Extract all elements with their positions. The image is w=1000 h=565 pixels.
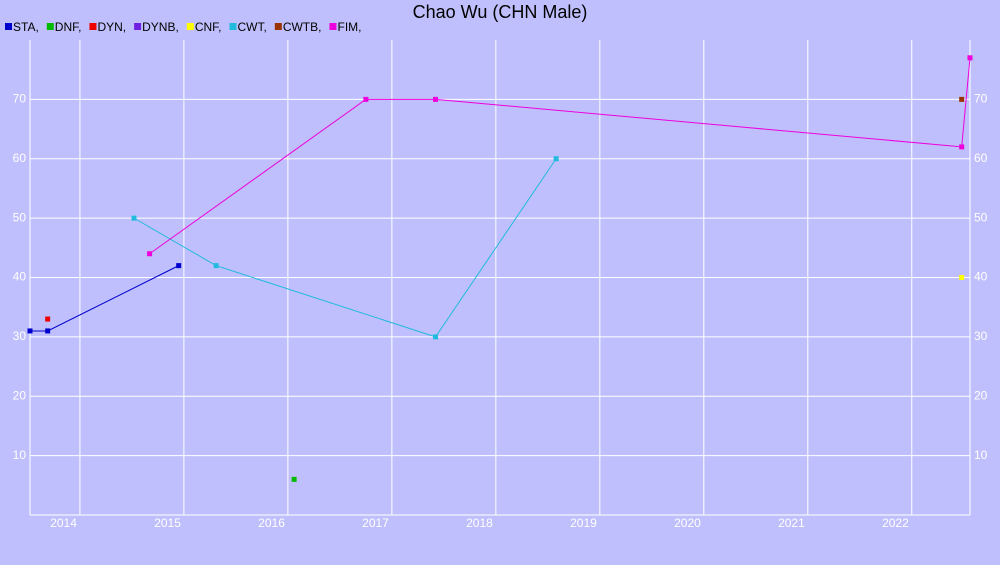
y2-tick-label: 10 [974,448,988,462]
x-tick-label: 2020 [674,516,701,530]
x-tick-label: 2016 [258,516,285,530]
legend-swatch [46,23,54,30]
data-point [433,96,439,102]
legend-label: CWTB, [283,20,322,34]
legend-label: STA, [13,20,39,34]
data-point [959,275,965,280]
legend-swatch [186,23,194,30]
legend-label: CNF, [195,20,222,34]
y2-tick-label: 70 [974,92,988,106]
chart-title: Chao Wu (CHN Male) [413,2,588,22]
y-tick-label: 60 [13,151,27,165]
legend-swatch [134,23,142,30]
legend-swatch [229,23,237,30]
y-tick-label: 40 [13,270,27,284]
y-tick-label: 30 [13,329,27,343]
x-tick-label: 2021 [778,516,805,530]
data-point [176,263,182,269]
y2-tick-label: 20 [974,388,988,402]
x-tick-label: 2014 [50,516,77,530]
legend-label: DYN, [97,20,126,34]
legend-label: DYNB, [142,20,179,34]
data-point [213,263,219,269]
y2-tick-label: 60 [974,151,988,165]
data-point [967,55,973,61]
series-line [133,158,557,338]
data-point [45,316,51,322]
legend-label: FIM, [337,20,361,34]
data-point [131,215,137,221]
legend-swatch [329,23,337,30]
y2-tick-label: 50 [974,210,988,224]
data-point [147,251,153,257]
legend-swatch [274,23,282,30]
legend-label: DNF, [55,20,82,34]
y2-tick-label: 40 [974,270,988,284]
x-tick-label: 2019 [570,516,597,530]
legend-swatch [89,23,97,30]
data-point [291,476,297,482]
y-tick-label: 50 [13,210,27,224]
y2-tick-label: 30 [974,329,988,343]
y-tick-label: 10 [13,448,27,462]
data-point [433,334,439,340]
data-point [553,156,559,162]
data-point [959,144,965,150]
x-tick-label: 2017 [362,516,389,530]
legend-label: CWT, [237,20,266,34]
x-tick-label: 2022 [882,516,909,530]
legend-swatch [5,23,12,30]
data-point [363,96,369,102]
x-tick-label: 2018 [466,516,493,530]
y-tick-label: 20 [13,388,27,402]
data-point [45,328,51,334]
x-tick-label: 2015 [154,516,181,530]
data-point [959,96,965,102]
y-tick-label: 70 [13,92,27,106]
data-point [27,328,33,334]
